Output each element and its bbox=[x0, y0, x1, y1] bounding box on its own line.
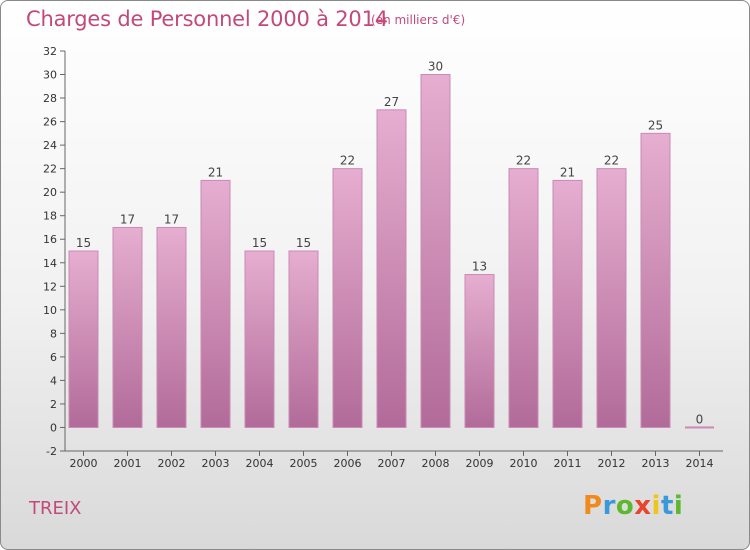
value-label: 25 bbox=[648, 118, 663, 132]
logo-letter: x bbox=[634, 491, 652, 521]
bar-2013 bbox=[640, 132, 671, 428]
proxiti-logo[interactable]: Proxiti bbox=[583, 491, 683, 521]
chart-title: Charges de Personnel 2000 à 2014 bbox=[26, 7, 388, 31]
x-tick-label: 2007 bbox=[378, 457, 406, 470]
x-tick-label: 2014 bbox=[686, 457, 714, 470]
y-tick-label: 4 bbox=[50, 374, 57, 387]
bar-2011 bbox=[552, 179, 583, 428]
value-label: 0 bbox=[696, 412, 704, 426]
logo-letter: P bbox=[583, 491, 603, 521]
value-label: 30 bbox=[428, 60, 443, 74]
y-tick-label: 10 bbox=[43, 304, 57, 317]
x-tick-label: 2012 bbox=[598, 457, 626, 470]
y-tick-label: 28 bbox=[43, 92, 57, 105]
value-label: 17 bbox=[164, 212, 179, 226]
y-tick-label: -2 bbox=[46, 445, 57, 458]
value-label: 13 bbox=[472, 260, 487, 274]
x-tick-label: 2001 bbox=[114, 457, 142, 470]
value-label: 21 bbox=[208, 165, 223, 179]
bar-2003 bbox=[200, 179, 231, 428]
x-tick-label: 2005 bbox=[290, 457, 318, 470]
bar-2005 bbox=[288, 250, 319, 428]
commune-name: TREIX bbox=[29, 498, 82, 519]
bar-2000 bbox=[68, 250, 99, 428]
bar-2014 bbox=[685, 426, 714, 429]
bar-2012 bbox=[596, 168, 627, 428]
y-tick-label: 14 bbox=[43, 257, 57, 270]
y-tick-label: 6 bbox=[50, 351, 57, 364]
value-label: 27 bbox=[384, 95, 399, 109]
x-tick-label: 2010 bbox=[510, 457, 538, 470]
x-tick-label: 2013 bbox=[642, 457, 670, 470]
bar-2007 bbox=[376, 109, 407, 428]
x-tick-label: 2011 bbox=[554, 457, 582, 470]
bar-2008 bbox=[420, 74, 451, 428]
logo-letter: t bbox=[660, 491, 674, 521]
bar-2002 bbox=[156, 226, 187, 428]
value-label: 17 bbox=[120, 212, 135, 226]
chart-subtitle: (en milliers d'€) bbox=[371, 13, 466, 27]
y-tick-label: 22 bbox=[43, 163, 57, 176]
logo-letter: r bbox=[602, 491, 616, 521]
y-tick-label: 18 bbox=[43, 210, 57, 223]
value-label: 22 bbox=[516, 154, 531, 168]
x-tick-label: 2008 bbox=[422, 457, 450, 470]
bar-2006 bbox=[332, 168, 363, 428]
logo-letter: o bbox=[615, 491, 635, 521]
y-tick-label: 20 bbox=[43, 186, 57, 199]
x-tick-label: 2000 bbox=[70, 457, 98, 470]
value-label: 22 bbox=[604, 154, 619, 168]
y-tick-label: 30 bbox=[43, 69, 57, 82]
y-tick-label: 32 bbox=[43, 45, 57, 58]
bar-2009 bbox=[464, 274, 495, 428]
logo-letter: i bbox=[651, 491, 661, 521]
x-tick-label: 2002 bbox=[158, 457, 186, 470]
bar-2001 bbox=[112, 226, 143, 428]
x-tick-label: 2009 bbox=[466, 457, 494, 470]
value-label: 22 bbox=[340, 154, 355, 168]
x-tick-label: 2003 bbox=[202, 457, 230, 470]
y-tick-label: 12 bbox=[43, 280, 57, 293]
value-label: 15 bbox=[296, 236, 311, 250]
x-tick-label: 2004 bbox=[246, 457, 274, 470]
value-label: 15 bbox=[76, 236, 91, 250]
y-tick-label: 8 bbox=[50, 327, 57, 340]
bar-2010 bbox=[508, 168, 539, 428]
y-tick-label: 16 bbox=[43, 233, 57, 246]
y-tick-label: 24 bbox=[43, 139, 57, 152]
x-tick-label: 2006 bbox=[334, 457, 362, 470]
value-label: 15 bbox=[252, 236, 267, 250]
value-label: 21 bbox=[560, 165, 575, 179]
logo-letter: i bbox=[673, 491, 684, 521]
y-tick-label: 26 bbox=[43, 116, 57, 129]
bar-2004 bbox=[244, 250, 275, 428]
y-tick-label: 2 bbox=[50, 398, 57, 411]
y-tick-label: 0 bbox=[50, 421, 57, 434]
